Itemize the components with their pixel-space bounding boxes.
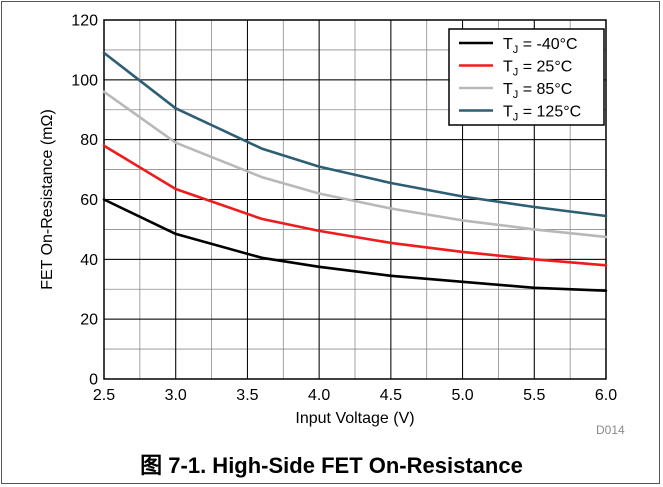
x-tick-label: 2.5	[93, 387, 115, 404]
legend-label: TJ = 125°C	[503, 104, 581, 124]
legend-label: TJ = -40°C	[503, 36, 578, 56]
legend-label: TJ = 25°C	[503, 59, 572, 79]
y-axis-label: FET On-Resistance (mΩ)	[39, 109, 56, 290]
series-line-3	[102, 90, 608, 239]
y-tick-labels: 0 20 40 60 80 100 120	[71, 13, 98, 389]
x-tick-label: 5.5	[523, 387, 545, 404]
x-axis-label: Input Voltage (V)	[295, 410, 414, 427]
y-tick-label: 0	[89, 372, 98, 389]
y-tick-label: 80	[80, 132, 98, 149]
series-line-4	[102, 51, 608, 218]
legend: TJ = -40°C TJ = 25°CTJ = 85°C TJ = 125°C	[448, 28, 605, 126]
series-lines	[102, 51, 608, 293]
x-tick-label: 3.5	[236, 387, 258, 404]
y-tick-label: 20	[80, 312, 98, 329]
y-tick-label: 40	[80, 252, 98, 269]
series-line-1	[102, 198, 608, 293]
x-tick-label: 6.0	[595, 387, 617, 404]
series-line-2	[102, 144, 608, 267]
y-tick-label: 120	[71, 13, 98, 30]
legend-label: TJ = 85°C	[503, 81, 572, 101]
x-tick-labels: 2.5 3.0 3.5 4.0 4.5 5.0 5.5 6.0	[93, 387, 617, 404]
y-tick-label: 100	[71, 72, 98, 89]
y-tick-label: 60	[80, 192, 98, 209]
figure-code: D014	[596, 423, 625, 437]
x-tick-label: 3.0	[165, 387, 187, 404]
x-tick-label: 4.5	[380, 387, 402, 404]
figure-caption: 图 7-1. High-Side FET On-Resistance	[140, 453, 523, 478]
x-tick-label: 4.0	[308, 387, 330, 404]
legend-box	[448, 28, 605, 126]
x-tick-label: 5.0	[451, 387, 473, 404]
